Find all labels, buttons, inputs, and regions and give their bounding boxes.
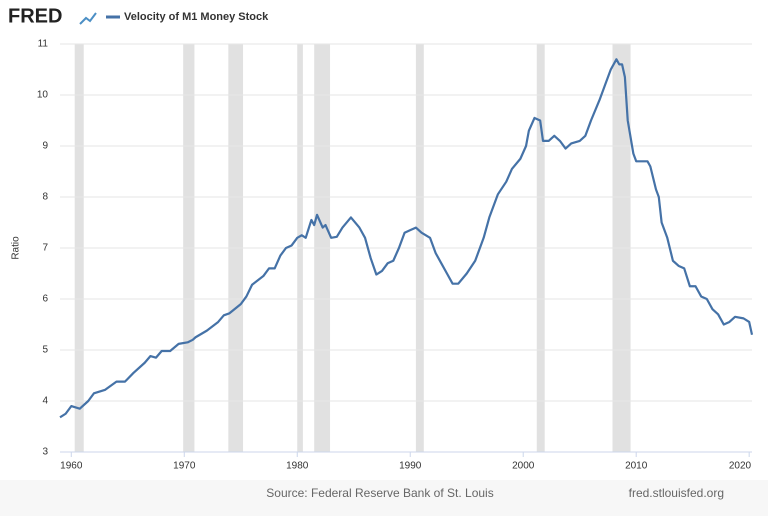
logo: FRED	[8, 5, 62, 27]
y-tick-label: 7	[42, 243, 48, 254]
y-tick-label: 4	[42, 396, 48, 407]
x-tick-label: 2010	[625, 461, 648, 472]
logo-icon	[79, 12, 97, 25]
y-tick-label: 5	[42, 345, 48, 356]
x-tick-label: 1990	[399, 461, 422, 472]
legend-label: Velocity of M1 Money Stock	[124, 11, 269, 23]
site: fred.stlouisfed.org	[629, 486, 724, 500]
y-tick-label: 6	[42, 294, 48, 305]
y-tick-label: 9	[42, 141, 48, 152]
x-tick-label: 1970	[173, 461, 196, 472]
footer	[0, 480, 768, 516]
y-tick-label: 3	[42, 447, 48, 458]
x-tick-label: 2000	[512, 461, 535, 472]
y-axis-label: Ratio	[11, 236, 22, 260]
data-line	[59, 58, 754, 419]
x-tick-label: 1980	[286, 461, 309, 472]
y-tick-label: 10	[37, 90, 49, 101]
source: Source: Federal Reserve Bank of St. Loui…	[266, 486, 493, 500]
y-tick-label: 11	[38, 39, 49, 50]
x-tick-label: 2020	[729, 461, 752, 472]
x-tick-label: 1960	[60, 461, 83, 472]
y-tick-label: 8	[42, 192, 48, 203]
